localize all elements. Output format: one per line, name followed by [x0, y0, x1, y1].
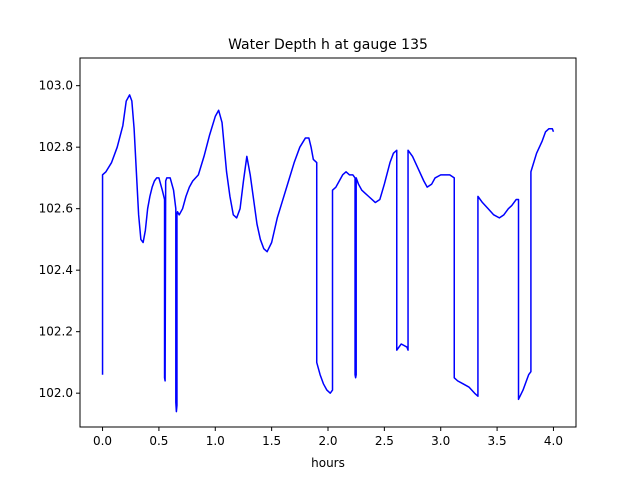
- y-tick-label: 102.6: [39, 202, 73, 216]
- x-tick-label: 1.0: [206, 434, 225, 448]
- y-axis: 102.0 102.2 102.4 102.6 102.8 103.0: [39, 79, 80, 400]
- y-tick-label: 102.0: [39, 386, 73, 400]
- plot-area: [101, 94, 555, 413]
- x-tick-label: 3.5: [488, 434, 507, 448]
- x-tick-label: 0.0: [93, 434, 112, 448]
- x-axis-label: hours: [311, 456, 345, 470]
- x-tick-label: 1.5: [262, 434, 281, 448]
- y-tick-label: 102.4: [39, 263, 73, 277]
- x-axis: 0.0 0.5 1.0 1.5 2.0 2.5 3.0 3.5 4.0: [93, 427, 563, 448]
- y-tick-label: 102.8: [39, 140, 73, 154]
- x-tick-label: 0.5: [149, 434, 168, 448]
- x-tick-label: 4.0: [544, 434, 563, 448]
- plot-frame: [79, 57, 577, 428]
- y-tick-label: 102.2: [39, 325, 73, 339]
- series-line-water-depth: [101, 94, 555, 413]
- chart-title: Water Depth h at gauge 135: [228, 37, 428, 53]
- x-tick-label: 3.0: [431, 434, 450, 448]
- x-tick-label: 2.5: [375, 434, 394, 448]
- y-tick-label: 103.0: [39, 79, 73, 93]
- x-tick-label: 2.0: [318, 434, 337, 448]
